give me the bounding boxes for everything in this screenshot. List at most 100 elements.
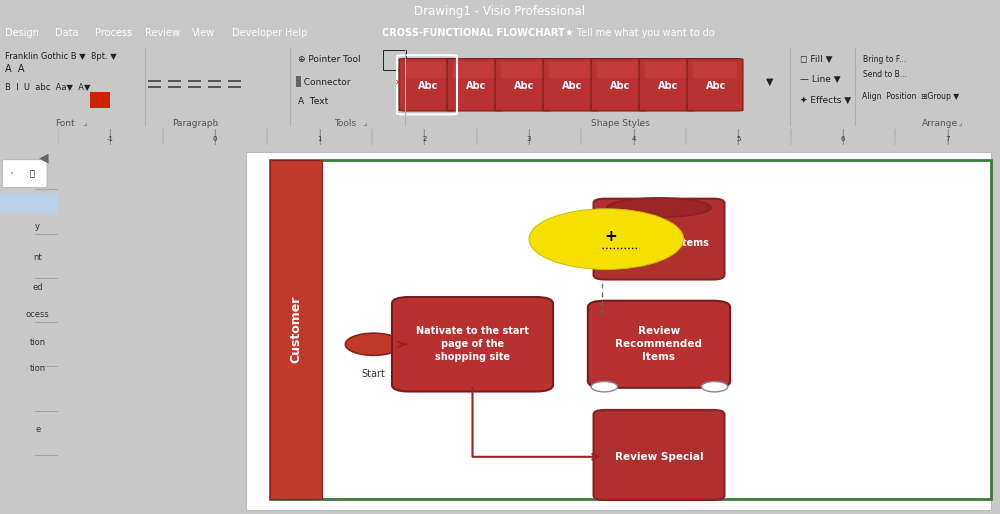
FancyBboxPatch shape bbox=[495, 59, 551, 111]
FancyBboxPatch shape bbox=[453, 62, 497, 78]
Bar bbox=[228, 86, 241, 88]
Text: Abc: Abc bbox=[658, 82, 678, 91]
Text: ⌟: ⌟ bbox=[638, 120, 642, 126]
Text: Review: Review bbox=[145, 28, 180, 38]
Text: CROSS-FUNCTIONAL FLOWCHART: CROSS-FUNCTIONAL FLOWCHART bbox=[382, 28, 565, 38]
Text: Review
Recommended
Items: Review Recommended Items bbox=[615, 326, 702, 362]
Text: Process: Process bbox=[95, 28, 132, 38]
Bar bbox=[270, 160, 991, 499]
Text: Search for items: Search for items bbox=[618, 238, 709, 248]
Text: ▼: ▼ bbox=[766, 77, 774, 87]
FancyBboxPatch shape bbox=[687, 59, 743, 111]
FancyBboxPatch shape bbox=[693, 62, 737, 78]
Bar bbox=[270, 160, 322, 499]
Text: ⌟: ⌟ bbox=[363, 120, 367, 126]
Text: Paragraph: Paragraph bbox=[172, 119, 218, 127]
Text: 5: 5 bbox=[736, 136, 741, 141]
Text: Abc: Abc bbox=[706, 82, 726, 91]
Text: Tools: Tools bbox=[334, 119, 356, 127]
FancyBboxPatch shape bbox=[296, 76, 301, 87]
FancyBboxPatch shape bbox=[447, 59, 503, 111]
Text: B  I  U  abc  Aa▼  A▼: B I U abc Aa▼ A▼ bbox=[5, 82, 90, 91]
Text: Franklin Gothic B ▼  8pt. ▼: Franklin Gothic B ▼ 8pt. ▼ bbox=[5, 52, 117, 61]
FancyBboxPatch shape bbox=[543, 59, 599, 111]
FancyBboxPatch shape bbox=[645, 62, 689, 78]
Circle shape bbox=[529, 209, 683, 269]
Text: 4: 4 bbox=[631, 136, 636, 141]
Bar bbox=[148, 80, 161, 82]
Text: 0: 0 bbox=[213, 136, 217, 141]
Bar bbox=[188, 80, 201, 82]
Text: Bring to F...: Bring to F... bbox=[863, 55, 906, 64]
Text: ✕: ✕ bbox=[395, 78, 402, 87]
Bar bbox=[228, 80, 241, 82]
Text: Send to B...: Send to B... bbox=[863, 70, 907, 79]
Text: ⌟: ⌟ bbox=[958, 120, 962, 126]
Circle shape bbox=[591, 381, 618, 392]
Text: 3: 3 bbox=[527, 136, 531, 141]
Text: ★ Tell me what you want to do: ★ Tell me what you want to do bbox=[565, 28, 715, 38]
Text: Abc: Abc bbox=[466, 82, 486, 91]
Text: Shape Styles: Shape Styles bbox=[591, 119, 649, 127]
Text: Design: Design bbox=[5, 28, 39, 38]
Text: Nativate to the start
page of the
shopping site: Nativate to the start page of the shoppi… bbox=[416, 326, 529, 362]
Text: -1: -1 bbox=[107, 136, 114, 141]
Text: ·: · bbox=[9, 167, 14, 181]
FancyBboxPatch shape bbox=[591, 59, 647, 111]
Text: ⌟: ⌟ bbox=[213, 120, 217, 126]
Text: ocess: ocess bbox=[26, 310, 50, 319]
Text: Connector: Connector bbox=[298, 78, 351, 87]
Text: Start: Start bbox=[362, 369, 386, 379]
Text: Abc: Abc bbox=[610, 82, 630, 91]
Bar bbox=[208, 80, 221, 82]
Text: Abc: Abc bbox=[514, 82, 534, 91]
Bar bbox=[0, 193, 58, 213]
Text: +: + bbox=[605, 229, 617, 244]
Text: tion: tion bbox=[30, 338, 46, 347]
FancyBboxPatch shape bbox=[90, 93, 110, 108]
Bar bbox=[168, 80, 181, 82]
Text: e: e bbox=[35, 425, 40, 434]
Text: 🔍: 🔍 bbox=[29, 169, 34, 178]
FancyBboxPatch shape bbox=[549, 62, 593, 78]
FancyBboxPatch shape bbox=[594, 199, 724, 280]
Text: y: y bbox=[35, 222, 40, 231]
Bar bbox=[148, 86, 161, 88]
Bar bbox=[246, 152, 991, 510]
FancyBboxPatch shape bbox=[392, 297, 553, 392]
FancyBboxPatch shape bbox=[597, 62, 641, 78]
FancyBboxPatch shape bbox=[2, 160, 47, 188]
Bar bbox=[188, 86, 201, 88]
Text: Align  Position  ⊞Group ▼: Align Position ⊞Group ▼ bbox=[862, 92, 959, 101]
Text: ◀: ◀ bbox=[39, 152, 48, 164]
Text: Customer: Customer bbox=[289, 296, 302, 363]
FancyBboxPatch shape bbox=[588, 301, 730, 388]
Text: 1: 1 bbox=[317, 136, 322, 141]
Text: Review Special: Review Special bbox=[615, 452, 703, 462]
Text: Drawing1 - Visio Professional: Drawing1 - Visio Professional bbox=[414, 5, 586, 17]
FancyBboxPatch shape bbox=[639, 59, 695, 111]
Ellipse shape bbox=[607, 198, 711, 217]
Text: nt: nt bbox=[33, 253, 42, 262]
FancyBboxPatch shape bbox=[399, 59, 455, 111]
Bar bbox=[208, 86, 221, 88]
Text: — Line ▼: — Line ▼ bbox=[800, 75, 841, 84]
FancyBboxPatch shape bbox=[594, 410, 724, 500]
Text: ⊕ Pointer Tool: ⊕ Pointer Tool bbox=[298, 55, 361, 64]
Text: ⌟: ⌟ bbox=[83, 120, 87, 126]
Circle shape bbox=[345, 333, 402, 355]
Text: Help: Help bbox=[285, 28, 307, 38]
Text: 7: 7 bbox=[945, 136, 950, 141]
Text: 2: 2 bbox=[422, 136, 427, 141]
Text: Data: Data bbox=[55, 28, 78, 38]
Text: View: View bbox=[192, 28, 215, 38]
FancyBboxPatch shape bbox=[405, 62, 449, 78]
Text: ◻ Fill ▼: ◻ Fill ▼ bbox=[800, 55, 832, 64]
Circle shape bbox=[701, 381, 728, 392]
Text: tion: tion bbox=[30, 364, 46, 373]
Text: Abc: Abc bbox=[418, 82, 438, 91]
Text: Arrange: Arrange bbox=[922, 119, 958, 127]
Text: ed: ed bbox=[32, 283, 43, 291]
FancyBboxPatch shape bbox=[501, 62, 545, 78]
Text: 6: 6 bbox=[841, 136, 845, 141]
